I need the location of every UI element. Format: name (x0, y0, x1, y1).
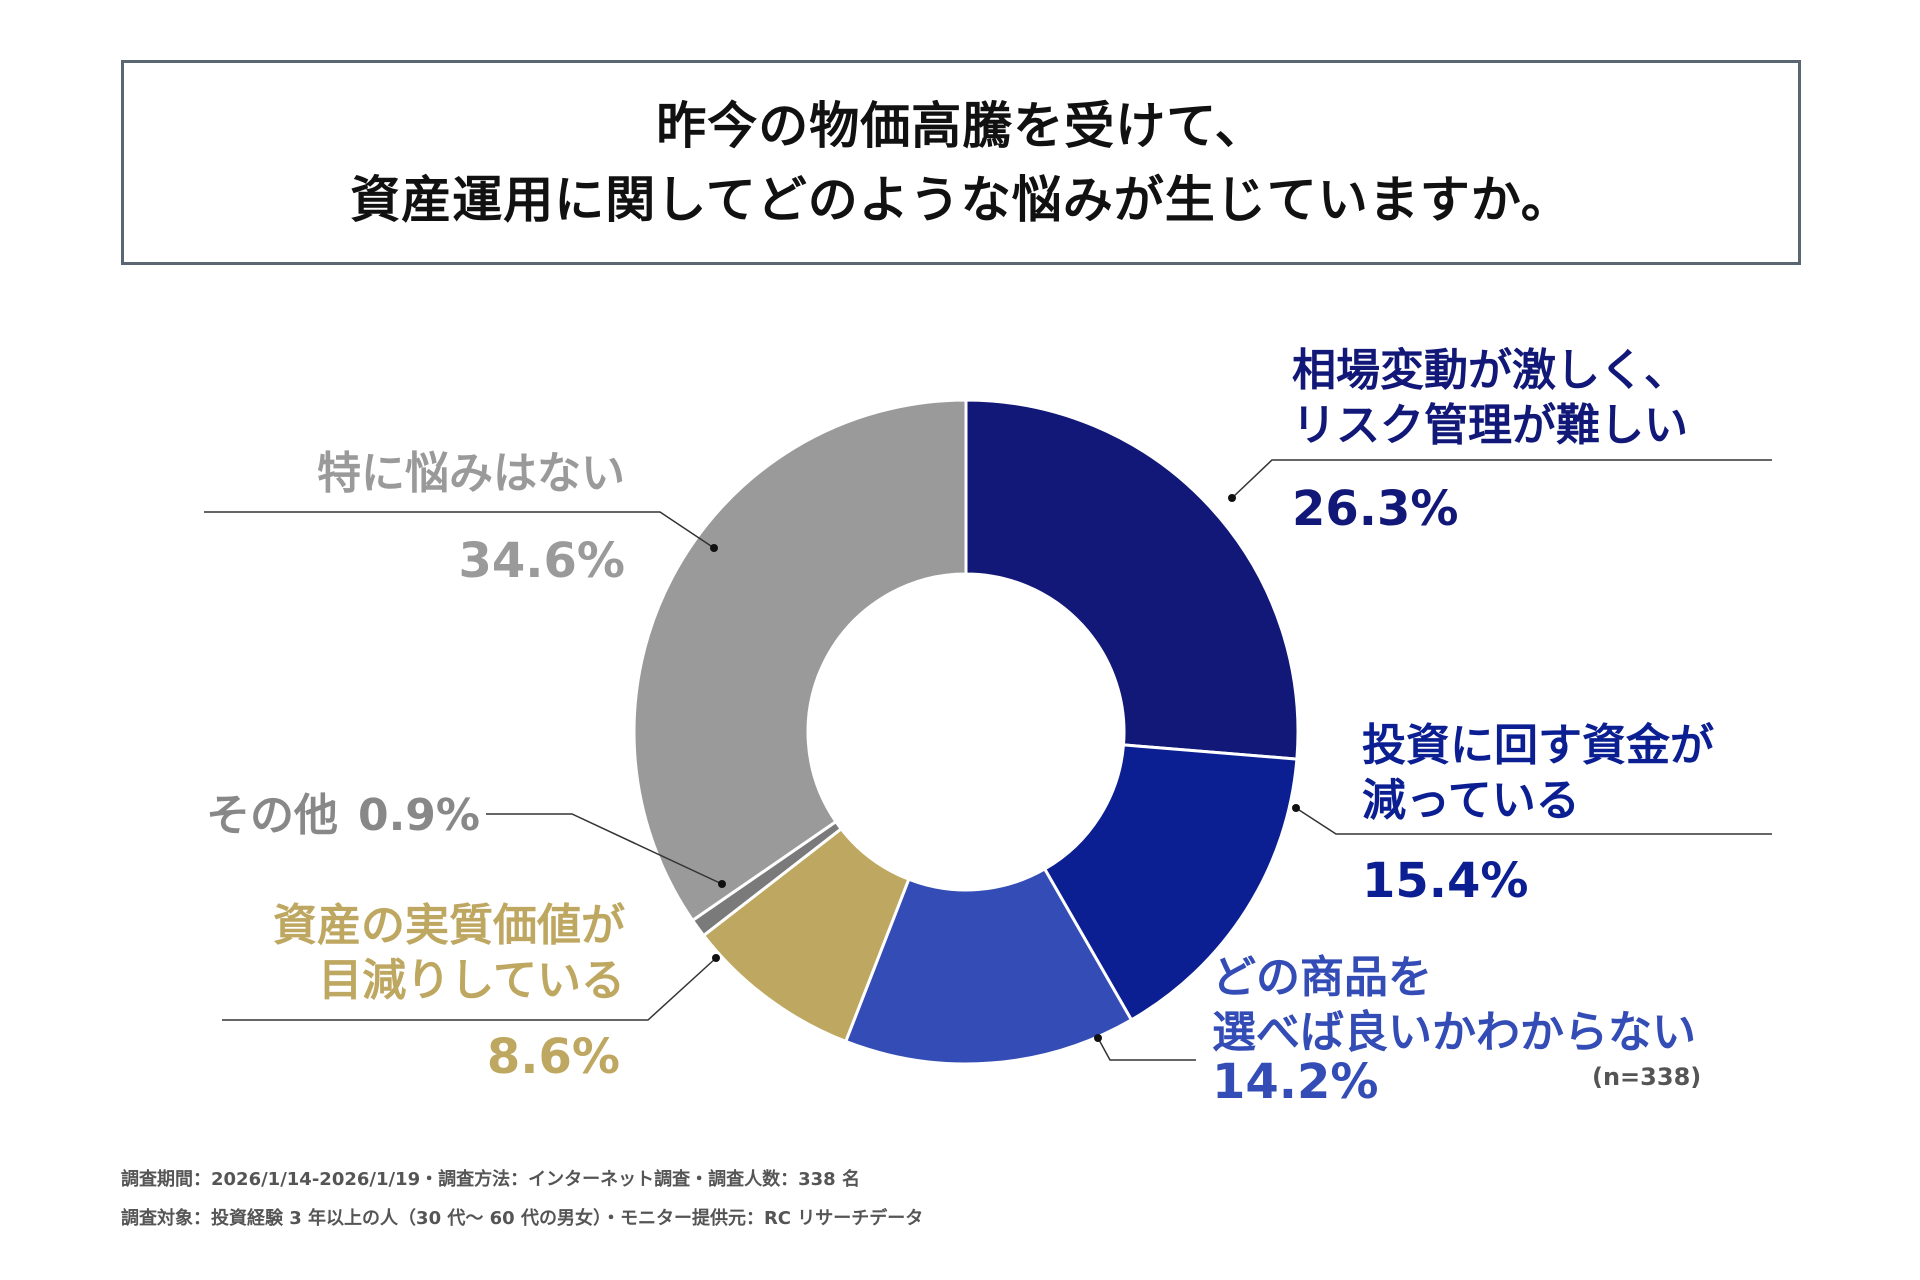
leader-dot-1 (1228, 494, 1236, 502)
slice-value-3: 14.2% (1212, 1054, 1379, 1110)
sample-size-note: (n=338) (1592, 1063, 1701, 1091)
leader-dot-3 (1094, 1034, 1102, 1042)
slice-3 (843, 866, 1134, 1066)
leader-line-3 (1097, 1037, 1196, 1061)
slice-2 (1042, 743, 1299, 1022)
slice-label-4-line-1: 資産の実質価値が (273, 900, 625, 951)
slice-label-1-line-2: リスク管理が難しい (1292, 400, 1688, 451)
slice-value-1: 26.3% (1292, 481, 1459, 537)
chart-title-line-1: 昨今の物価高騰を受けて、 (656, 96, 1266, 155)
chart-title-box: 昨今の物価高騰を受けて、 資産運用に関してどのような悩みが生じていますか。 (121, 60, 1801, 265)
leader-dot-2 (1292, 804, 1300, 812)
slice-value-2: 15.4% (1362, 853, 1529, 909)
survey-target-note: 調査対象：投資経験 3 年以上の人（30 代～ 60 代の男女）・モニター提供元… (121, 1208, 924, 1229)
slice-value-4: 8.6% (487, 1029, 620, 1085)
slice-1 (964, 398, 1300, 761)
slice-label-1-line-1: 相場変動が激しく、 (1292, 345, 1688, 396)
leader-line-4 (222, 957, 717, 1021)
leader-line-5 (486, 813, 723, 885)
leader-line-6 (204, 511, 715, 549)
leader-line-1 (1231, 459, 1772, 499)
leader-line-2 (1295, 807, 1772, 835)
slice-label-5-line-1: その他 (206, 790, 338, 841)
slice-label-6-line-1: 特に悩みはない (317, 448, 625, 499)
slice-value-5: 0.9% (358, 790, 480, 841)
chart-title-line-2: 資産運用に関してどのような悩みが生じていますか。 (350, 170, 1572, 229)
slice-label-4-line-2: 目減りしている (318, 955, 625, 1006)
leader-dot-5 (718, 880, 726, 888)
slice-label-3-line-1: どの商品を (1212, 952, 1432, 1003)
slice-label-2-line-2: 減っている (1362, 775, 1580, 826)
slice-label-3-line-2: 選べば良いかわからない (1212, 1007, 1696, 1058)
slice-label-2-line-1: 投資に回す資金が (1362, 720, 1714, 771)
survey-period-note: 調査期間：2026/1/14-2026/1/19・調査方法：インターネット調査・… (121, 1169, 860, 1190)
leader-dot-6 (710, 544, 718, 552)
slice-6 (632, 398, 968, 923)
slice-value-6: 34.6% (458, 533, 625, 589)
leader-dot-4 (712, 954, 720, 962)
